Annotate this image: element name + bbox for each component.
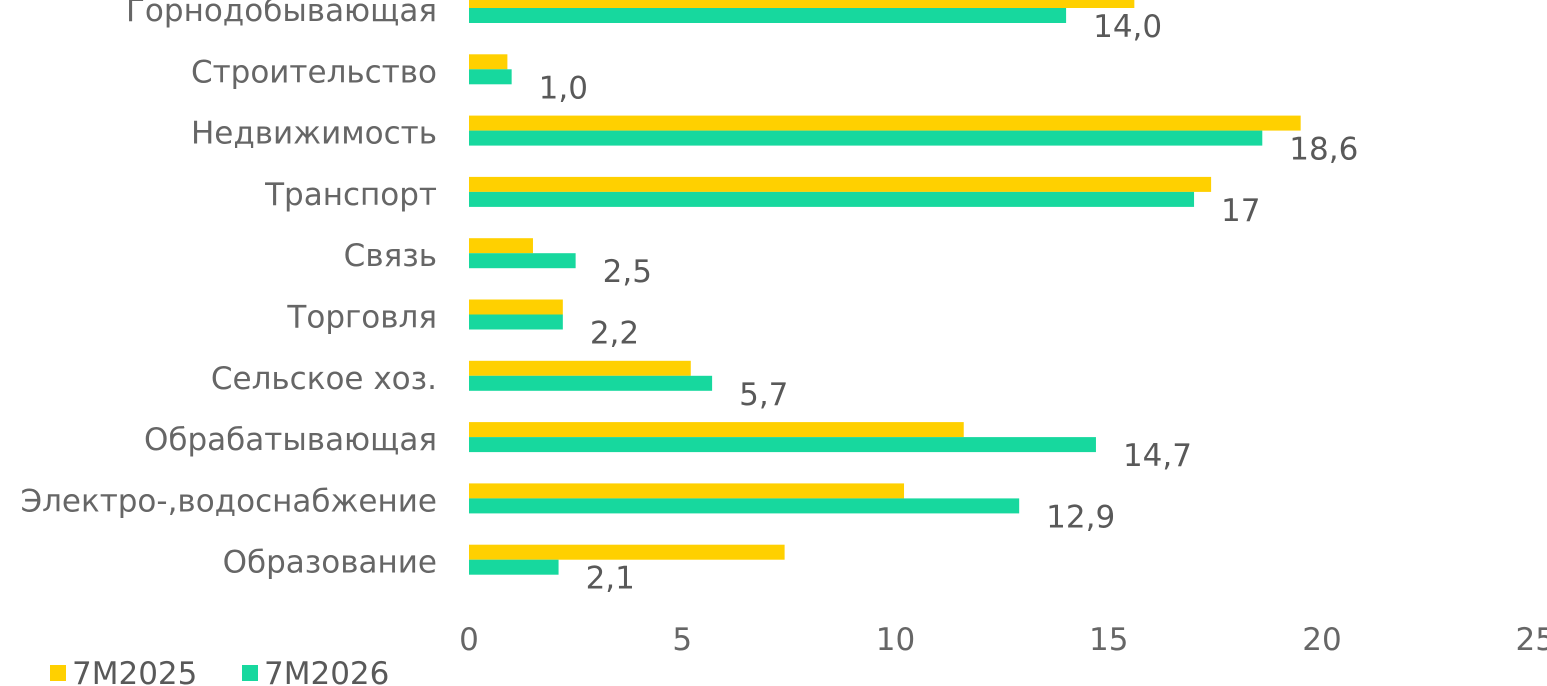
bar-7m2025	[469, 176, 1212, 192]
data-label: 18,6	[1289, 132, 1358, 168]
bar-7m2026	[469, 8, 1067, 23]
bar-7m2026	[469, 498, 1020, 514]
x-tick-label: 25	[1516, 622, 1547, 658]
data-label: 1,0	[539, 70, 588, 106]
bars	[469, 0, 1301, 575]
category-label: Сельское хоз.	[211, 361, 437, 397]
data-label: 2,5	[603, 254, 652, 290]
category-label: Электро-,водоснабжение	[20, 483, 437, 519]
data-label: 14,7	[1123, 438, 1192, 474]
x-tick-label: 10	[876, 622, 915, 658]
bar-7m2026	[469, 69, 512, 85]
data-labels: 14,0 1,0 18,6 17 2,5 2,2 5,7 14,712,9 2,1	[539, 9, 1359, 597]
bar-7m2026	[469, 559, 559, 575]
x-tick-label: 15	[1089, 622, 1128, 658]
legend-label-7m2026: 7M2026	[264, 656, 389, 686]
x-axis-tick-labels: 0 5 10 15 20 25	[459, 622, 1547, 658]
legend-swatch-7m2026	[242, 665, 258, 681]
bar-7m2025	[469, 360, 691, 376]
bar-7m2026	[469, 191, 1195, 207]
bar-7m2025	[469, 0, 1135, 8]
legend-label-7m2025: 7M2025	[72, 656, 197, 686]
bar-7m2026	[469, 130, 1263, 146]
bar-7m2026	[469, 375, 713, 391]
bar-7m2025	[469, 54, 508, 70]
bar-7m2025	[469, 238, 533, 254]
category-label: Недвижимость	[191, 116, 437, 152]
x-tick-label: 20	[1302, 622, 1341, 658]
x-tick-label: 5	[672, 622, 692, 658]
category-labels: Горнодобывающая Строительство Недвижимость…	[20, 0, 437, 581]
bar-7m2026	[469, 253, 576, 269]
x-tick-label: 0	[459, 622, 479, 658]
data-label: 2,2	[590, 316, 639, 352]
category-label: Обрабатывающая	[144, 422, 437, 458]
bar-7m2025	[469, 544, 785, 560]
bar-7m2025	[469, 115, 1301, 131]
data-label: 14,0	[1093, 9, 1162, 45]
category-label: Транспорт	[264, 177, 437, 213]
data-label: 5,7	[739, 377, 788, 413]
category-label: Образование	[223, 545, 437, 581]
category-label: Горнодобывающая	[126, 0, 437, 29]
legend: 7M2025 7M2026	[50, 656, 389, 686]
data-label: 12,9	[1046, 499, 1115, 535]
category-label: Строительство	[191, 54, 437, 90]
data-label: 2,1	[586, 561, 635, 597]
bar-7m2026	[469, 437, 1096, 453]
bar-7m2025	[469, 422, 964, 438]
category-label: Связь	[344, 238, 437, 274]
data-label: 17	[1221, 193, 1260, 229]
category-label: Торговля	[286, 300, 437, 336]
bar-7m2025	[469, 299, 563, 315]
legend-swatch-7m2025	[50, 665, 66, 681]
bar-7m2026	[469, 314, 563, 330]
bar-7m2025	[469, 483, 905, 499]
